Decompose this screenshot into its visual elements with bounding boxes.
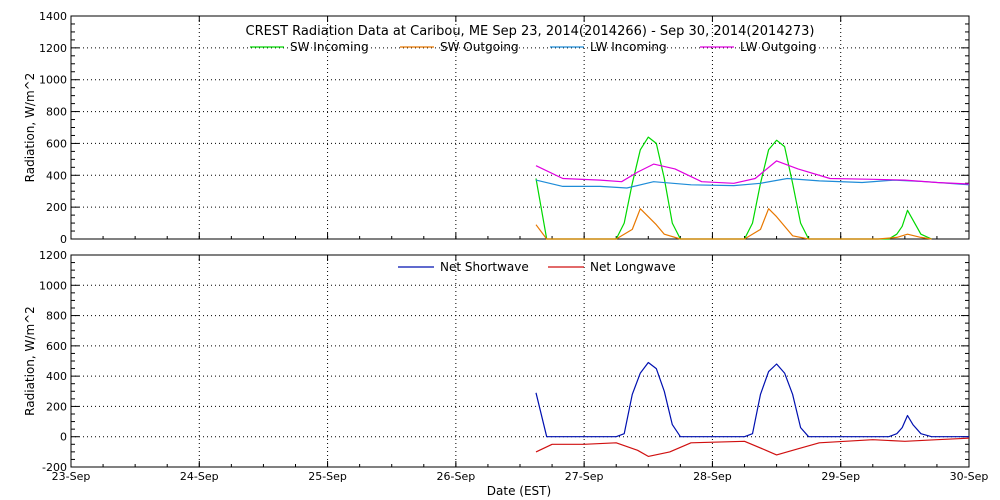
legend-label: LW Incoming	[590, 40, 667, 54]
y-axis-title: Radiation, W/m^2	[23, 73, 37, 183]
panel-top: 0 200 400 600 800 1000 1200 1400 Radiation, W/m^…	[23, 10, 970, 246]
x-tick-label: 29-Sep	[821, 470, 860, 483]
y-tick-label: 400	[46, 370, 67, 383]
y-tick-label: 1000	[39, 279, 67, 292]
x-tick-label: 26-Sep	[437, 470, 476, 483]
y-tick-label: 1000	[39, 74, 67, 87]
y-tick-label: 0	[60, 233, 67, 246]
legend-label: SW Outgoing	[440, 40, 519, 54]
x-tick-label: 28-Sep	[693, 470, 732, 483]
x-tick-label: 30-Sep	[950, 470, 989, 483]
y-tick-label: 1400	[39, 10, 67, 23]
y-axis-title: Radiation, W/m^2	[23, 306, 37, 416]
series-line-lw-outgoing	[535, 160, 970, 185]
y-tick-label: -200	[42, 461, 67, 474]
y-tick-label: 0	[60, 431, 67, 444]
y-tick-label: 1200	[39, 42, 67, 55]
panel-bottom: 23-Sep 24-Sep 25-Sep 26-Sep 27-Sep 28-Sep 29-S…	[23, 249, 988, 483]
x-tick-label: 24-Sep	[180, 470, 219, 483]
chart-title: CREST Radiation Data at Caribou, ME Sep …	[246, 24, 815, 39]
y-tick-label: 600	[46, 340, 67, 353]
x-tick-label: 23-Sep	[52, 470, 91, 483]
series-line-net-longwave	[535, 437, 970, 457]
plot-frame	[70, 254, 970, 468]
legend-label: Net Longwave	[590, 260, 676, 274]
x-tick-label: 27-Sep	[565, 470, 604, 483]
y-tick-label: 1200	[39, 249, 67, 262]
plot-frame	[70, 15, 970, 240]
legend-label: SW Incoming	[290, 40, 369, 54]
y-tick-label: 200	[46, 400, 67, 413]
y-tick-label: 600	[46, 137, 67, 150]
y-tick-label: 800	[46, 310, 67, 323]
x-tick-label: 25-Sep	[308, 470, 347, 483]
legend-label: LW Outgoing	[740, 40, 817, 54]
series-line-net-shortwave	[535, 361, 969, 438]
legend-label: Net Shortwave	[440, 260, 529, 274]
y-tick-label: 200	[46, 201, 67, 214]
y-tick-label: 800	[46, 106, 67, 119]
series-line-sw-outgoing	[535, 208, 932, 240]
series-line-sw-incoming	[535, 136, 932, 240]
x-axis-title: Date (EST)	[487, 484, 551, 498]
y-tick-label: 400	[46, 169, 67, 182]
